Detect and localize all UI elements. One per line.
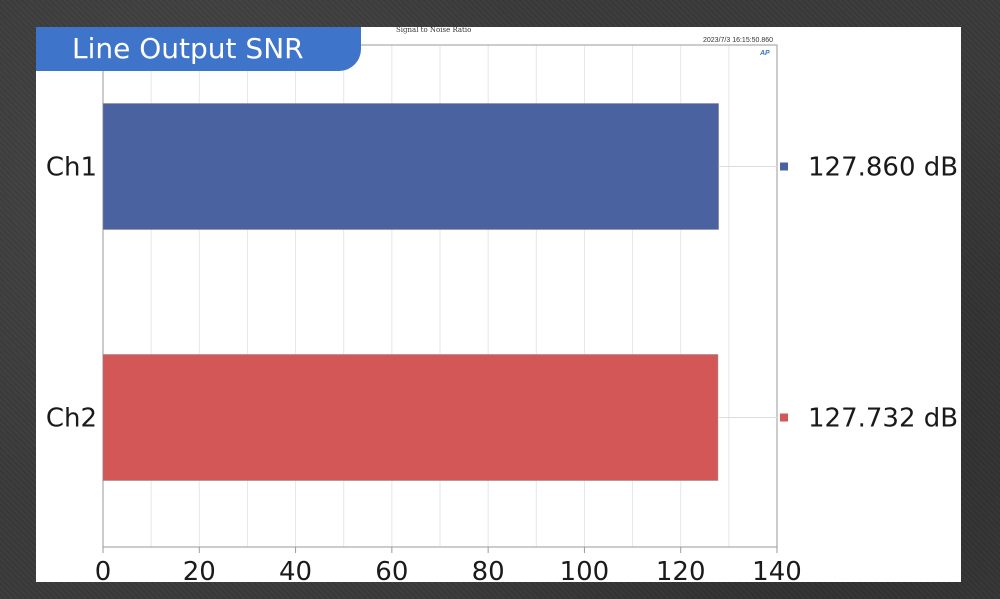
category-labels: Ch1 Ch2 <box>46 153 97 434</box>
value-label: 127.860 dB <box>808 153 958 183</box>
x-tick-label: 20 <box>183 557 216 587</box>
chart-subtitle: Signal to Noise Ratio <box>396 26 472 34</box>
legend-marker <box>780 413 788 422</box>
x-tick-label: 40 <box>279 557 312 587</box>
plot-frame <box>102 44 778 548</box>
bar-ch2 <box>102 354 719 481</box>
legend-marker <box>780 162 788 171</box>
x-tick-label: 100 <box>560 557 610 587</box>
ap-logo-icon: AP <box>760 50 770 57</box>
value-label: 127.732 dB <box>808 404 958 434</box>
x-tick-label: 0 <box>95 557 112 587</box>
category-label: Ch1 <box>46 153 97 183</box>
timestamp: 2023/7/3 16:15:50.860 <box>703 37 774 44</box>
category-label: Ch2 <box>46 404 97 434</box>
x-tick-label: 140 <box>752 557 802 587</box>
bars <box>102 103 719 481</box>
bar-ch1 <box>102 103 719 230</box>
legend-markers <box>780 162 788 422</box>
x-axis-ticks: 0 20 40 60 80 100 120 140 <box>95 547 802 587</box>
x-tick-label: 120 <box>656 557 706 587</box>
page-title: Line Output SNR <box>36 27 361 71</box>
x-tick-label: 80 <box>472 557 505 587</box>
value-labels: 127.860 dB 127.732 dB <box>808 153 958 434</box>
x-tick-label: 60 <box>375 557 408 587</box>
leader-lines <box>717 166 778 418</box>
